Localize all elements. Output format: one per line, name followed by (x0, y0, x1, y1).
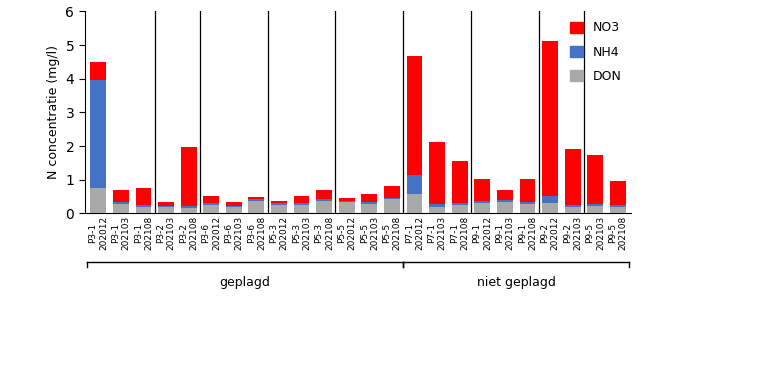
Bar (564, 207, 581, 213)
Bar (429, 207, 445, 213)
Bar (520, 202, 535, 204)
Bar (90, 62, 106, 80)
Bar (136, 205, 152, 207)
Bar (339, 200, 355, 202)
Bar (520, 179, 535, 202)
Bar (113, 204, 129, 213)
Bar (542, 41, 558, 196)
Bar (293, 205, 310, 213)
Bar (542, 203, 558, 213)
Bar (474, 203, 490, 213)
Bar (249, 199, 264, 201)
Bar (384, 197, 400, 199)
Bar (407, 175, 423, 194)
Bar (113, 202, 129, 204)
Bar (564, 205, 581, 207)
Bar (136, 188, 152, 205)
Bar (249, 197, 264, 199)
Bar (474, 179, 490, 201)
Bar (203, 196, 219, 203)
Bar (271, 205, 287, 213)
Bar (158, 207, 174, 213)
Bar (588, 155, 603, 204)
Bar (339, 202, 355, 213)
Bar (203, 203, 219, 205)
Bar (90, 80, 106, 188)
Bar (361, 194, 377, 202)
Bar (226, 202, 242, 206)
Bar (316, 199, 332, 200)
Bar (610, 205, 626, 207)
Bar (497, 190, 513, 200)
Bar (429, 204, 445, 207)
Bar (316, 190, 332, 199)
Y-axis label: N concentratie (mg/l): N concentratie (mg/l) (47, 45, 60, 179)
Bar (113, 190, 129, 202)
Bar (226, 207, 242, 213)
Bar (181, 206, 196, 208)
Bar (452, 203, 467, 205)
Bar (474, 201, 490, 203)
Bar (610, 181, 626, 205)
Bar (452, 161, 467, 203)
Bar (136, 207, 152, 213)
Bar (158, 202, 174, 206)
Bar (407, 194, 423, 213)
Bar (271, 200, 287, 203)
Bar (203, 205, 219, 213)
Bar (588, 206, 603, 213)
Text: niet geplagd: niet geplagd (477, 276, 556, 289)
Bar (316, 200, 332, 213)
Bar (226, 206, 242, 207)
Bar (339, 198, 355, 200)
Bar (181, 147, 196, 206)
Bar (407, 56, 423, 175)
Bar (293, 203, 310, 205)
Bar (610, 207, 626, 213)
Bar (181, 208, 196, 213)
Bar (158, 206, 174, 207)
Bar (384, 186, 400, 197)
Bar (497, 200, 513, 202)
Bar (293, 196, 310, 203)
Bar (452, 205, 467, 213)
Bar (429, 142, 445, 204)
Bar (361, 202, 377, 204)
Bar (90, 188, 106, 213)
Bar (588, 204, 603, 206)
Text: geplagd: geplagd (219, 276, 270, 289)
Bar (361, 204, 377, 213)
Bar (497, 202, 513, 213)
Bar (564, 149, 581, 205)
Bar (271, 203, 287, 205)
Bar (249, 201, 264, 213)
Bar (542, 196, 558, 203)
Bar (384, 199, 400, 213)
Bar (520, 204, 535, 213)
Legend: NO3, NH4, DON: NO3, NH4, DON (566, 18, 625, 87)
